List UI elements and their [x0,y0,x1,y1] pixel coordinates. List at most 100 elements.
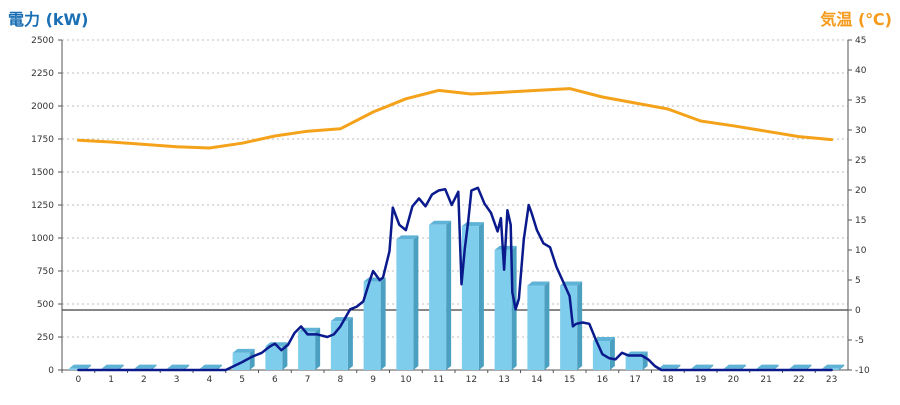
bar-top [822,364,845,369]
left-tick-label: 250 [37,333,54,343]
right-tick-label: 0 [855,306,861,316]
bar-side [151,364,157,370]
bar-side [708,364,714,370]
right-tick-label: 10 [855,246,867,256]
x-tick-label: 18 [662,375,674,385]
bar [363,281,381,370]
right-tick-label: 20 [855,186,867,196]
bar [494,249,512,370]
x-tick-label: 7 [305,375,311,385]
bar [265,346,283,370]
bar-side [609,336,615,370]
bar-side [249,348,255,370]
bar-top [429,220,452,225]
bar-top [592,336,615,341]
bar-side [184,364,190,370]
x-tick-label: 22 [793,375,804,385]
right-axis-title: 気温 (℃) [820,10,892,29]
x-tick-label: 2 [141,375,147,385]
temperature-line [76,87,834,150]
right-tick-label: 25 [855,156,866,166]
bar [625,355,643,370]
bar-side [347,317,353,370]
right-tick-label: 5 [855,276,861,286]
right-tick-label: 45 [855,36,866,46]
bar-side [446,220,452,370]
bar-top [723,364,746,369]
bar-side [839,364,845,370]
bar-top [199,364,222,369]
left-tick-label: 2500 [31,36,54,46]
x-tick-label: 11 [433,375,444,385]
bar-top [691,364,714,369]
left-tick-label: 2250 [31,69,54,79]
bar-side [413,235,419,370]
bar-side [773,364,779,370]
bar [298,331,316,370]
left-tick-label: 0 [48,366,54,376]
bar-side [806,364,812,370]
bar-side [118,364,124,370]
x-tick-label: 0 [76,375,82,385]
bar-top [232,348,255,353]
left-tick-label: 1250 [31,201,54,211]
bar-side [478,222,484,370]
x-tick-label: 21 [760,375,771,385]
left-tick-label: 1500 [31,168,54,178]
left-axis-title: 電力 (kW) [8,10,89,29]
bar-top [167,364,190,369]
bar-top [396,235,419,240]
bar-side [315,327,321,370]
bar [429,224,447,370]
x-tick-label: 10 [400,375,412,385]
bar-side [544,281,550,370]
x-tick-label: 12 [466,375,477,385]
left-tick-label: 1750 [31,135,54,145]
x-tick-label: 4 [207,375,213,385]
x-tick-label: 3 [174,375,180,385]
x-tick-label: 15 [564,375,575,385]
bar-side [740,364,746,370]
bar-top [330,317,353,322]
left-tick-label: 2000 [31,102,54,112]
right-tick-label: 35 [855,96,866,106]
x-tick-label: 14 [531,375,543,385]
x-tick-label: 6 [272,375,278,385]
bar [592,340,610,370]
bar-top [68,364,91,369]
left-tick-label: 750 [37,267,54,277]
bar-top [527,281,550,286]
bar-side [85,364,91,370]
power-line [77,186,833,372]
bar-side [675,364,681,370]
bar-side [216,364,222,370]
right-tick-label: 30 [855,126,867,136]
bar [560,285,578,370]
x-tick-label: 16 [597,375,609,385]
bar-top [101,364,124,369]
x-tick-label: 9 [370,375,376,385]
x-tick-label: 19 [695,375,707,385]
right-tick-label: 40 [855,66,867,76]
right-tick-label: 15 [855,216,866,226]
x-tick-label: 5 [239,375,245,385]
bar [527,285,545,370]
bar [461,226,479,370]
x-tick-label: 13 [498,375,509,385]
bar [396,239,414,370]
x-tick-label: 17 [629,375,640,385]
left-tick-label: 1000 [31,234,54,244]
bar-side [380,277,386,370]
x-tick-label: 23 [826,375,837,385]
x-tick-label: 8 [338,375,344,385]
bar-top [789,364,812,369]
bar-top [134,364,157,369]
x-tick-label: 1 [108,375,114,385]
left-tick-label: 500 [37,300,54,310]
bar-top [658,364,681,369]
bar-top [756,364,779,369]
bar-side [577,281,583,370]
right-tick-label: -10 [855,366,870,376]
